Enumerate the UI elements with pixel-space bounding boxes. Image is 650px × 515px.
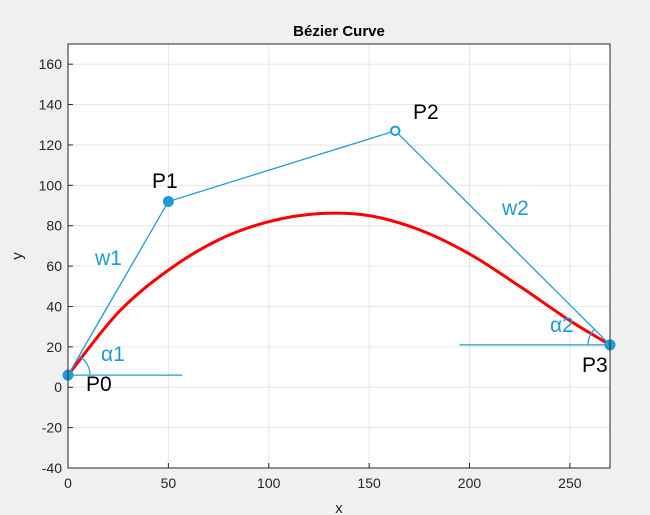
chart-title: Bézier Curve: [293, 23, 385, 40]
control-polygon-series: [67, 130, 611, 376]
point-label-p3: P3: [582, 354, 608, 377]
y-tick-label: 40: [46, 298, 62, 314]
y-tick-label: -20: [42, 420, 62, 436]
point-label-p0: P0: [86, 373, 112, 396]
x-tick-labels: 0 50 100 150 200 250: [64, 463, 582, 491]
x-tick-label: 200: [458, 475, 482, 491]
x-tick-label: 0: [64, 475, 72, 491]
angle-arc-alpha1: [78, 355, 91, 376]
angle-label-alpha1: α1: [101, 343, 125, 366]
x-tick-label: 50: [161, 475, 177, 491]
y-tick-label: -40: [42, 460, 62, 476]
x-tick-label: 250: [558, 475, 582, 491]
x-axis-label: x: [335, 500, 343, 515]
control-point-marker-p2: [390, 125, 401, 137]
axes-background: [68, 44, 610, 468]
y-tick-label: 80: [46, 218, 62, 234]
y-tick-labels: -40 -20 0 20 40 60 80 100 120 140 160: [39, 56, 73, 476]
y-tick-label: 60: [46, 258, 62, 274]
y-tick-label: 0: [54, 379, 62, 395]
y-tick-label: 120: [39, 137, 63, 153]
y-tick-label: 140: [39, 97, 63, 113]
point-label-p2: P2: [413, 101, 439, 124]
bezier-curve-series: [66, 211, 611, 377]
y-tick-label: 160: [39, 56, 63, 72]
axes-box: [67, 43, 611, 469]
control-point-marker-p1: [162, 195, 174, 207]
x-tick-label: 100: [257, 475, 281, 491]
angle-label-alpha2: α2: [550, 314, 574, 337]
y-axis-label: y: [9, 252, 26, 260]
reference-lines: [68, 344, 610, 376]
weight-label-w2: w2: [501, 197, 529, 220]
y-tick-label: 20: [46, 339, 62, 355]
y-tick-label: 100: [39, 177, 63, 193]
weight-label-w1: w1: [94, 247, 122, 270]
x-tick-label: 150: [357, 475, 381, 491]
point-label-p1: P1: [152, 170, 178, 193]
angle-arc-alpha2: [587, 328, 595, 345]
